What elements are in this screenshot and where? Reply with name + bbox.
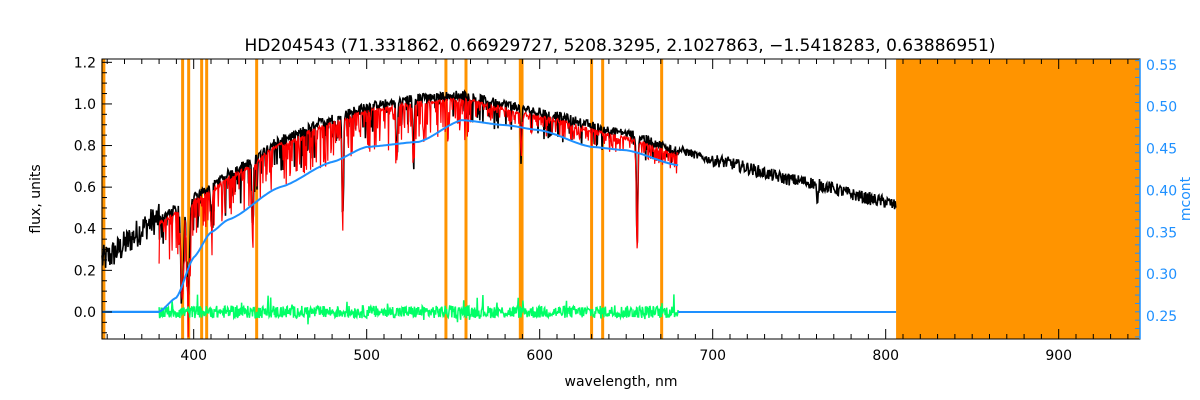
y2-tick-label: 0.55 <box>1146 58 1177 74</box>
y2-tick-label: 0.40 <box>1146 183 1177 199</box>
y2-tick-label: 0.35 <box>1146 225 1177 241</box>
masked-line <box>101 59 106 339</box>
y2-axis-label: mcont <box>1178 176 1194 221</box>
y-tick-label: 0.4 <box>74 222 96 238</box>
masked-line <box>187 59 191 339</box>
continuum-line <box>102 119 679 313</box>
y-tick-label: 1.0 <box>74 97 96 113</box>
masked-line <box>444 59 448 339</box>
y2-tick-label: 0.30 <box>1146 267 1177 283</box>
chart-title: HD204543 (71.331862, 0.66929727, 5208.32… <box>245 36 996 56</box>
y-axis-label: flux, units <box>28 164 44 233</box>
x-tick-label: 500 <box>353 348 380 364</box>
x-tick-label: 600 <box>526 348 553 364</box>
masked-line <box>181 59 185 339</box>
masked-line <box>520 59 524 339</box>
axes: 400 500 600 700 800 900 0.0 0.2 0.4 0.6 0.8 1.0 1.2 0… <box>74 55 1177 364</box>
masked-line <box>255 59 259 339</box>
residuals-line <box>158 294 679 325</box>
masked-line <box>601 59 605 339</box>
y-tick-label: 0.6 <box>74 180 96 196</box>
y-tick-label: 0.0 <box>74 305 96 321</box>
x-tick-label: 700 <box>699 348 726 364</box>
masked-band <box>896 59 1140 339</box>
spectra <box>101 89 897 338</box>
x-tick-label: 900 <box>1045 348 1072 364</box>
masked-line <box>590 59 594 339</box>
y2-tick-label: 0.25 <box>1146 309 1177 325</box>
y-tick-label: 1.2 <box>74 55 96 71</box>
x-axis-label: wavelength, nm <box>565 374 678 390</box>
x-tick-label: 400 <box>180 348 207 364</box>
x-tick-label: 800 <box>872 348 899 364</box>
y-tick-label: 0.8 <box>74 139 96 155</box>
model-flux-line <box>158 97 679 338</box>
y2-tick-label: 0.45 <box>1146 142 1177 158</box>
y2-tick-label: 0.50 <box>1146 100 1177 116</box>
y-tick-label: 0.2 <box>74 263 96 279</box>
masked-line <box>660 59 664 339</box>
masked-line <box>464 59 468 339</box>
masked-regions <box>101 59 1140 339</box>
